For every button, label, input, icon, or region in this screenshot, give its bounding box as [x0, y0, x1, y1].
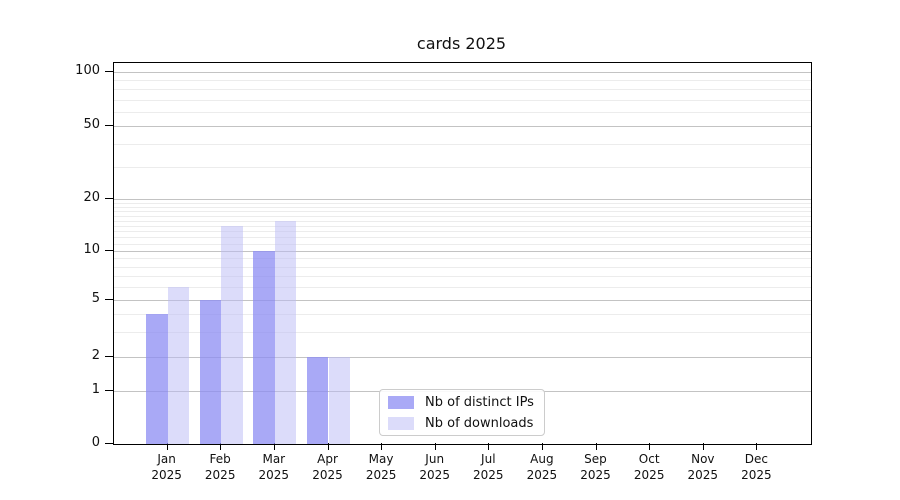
- gridline-minor: [114, 331, 811, 333]
- x-tick-mark: [488, 443, 490, 450]
- gridline-major: [114, 300, 811, 301]
- x-tick-mark: [649, 443, 651, 450]
- x-tick-mark: [273, 443, 275, 450]
- legend-item-downloads: Nb of downloads: [388, 416, 536, 431]
- bar-distinct-ips-mar: [253, 251, 275, 444]
- y-tick-mark: [105, 198, 113, 200]
- x-tick-label-jun: Jun 2025: [419, 452, 450, 482]
- gridline-minor: [114, 243, 811, 245]
- legend-item-distinct-ips: Nb of distinct IPs: [388, 395, 536, 410]
- gridline-minor: [114, 211, 811, 213]
- gridline-major: [114, 199, 811, 201]
- gridline-major: [114, 251, 811, 252]
- y-tick-mark: [105, 299, 113, 300]
- x-tick-label-mar: Mar 2025: [258, 452, 290, 482]
- y-tick-label: 1: [91, 382, 100, 398]
- gridline-minor: [114, 166, 811, 168]
- x-tick-mark: [381, 443, 383, 450]
- x-tick-label-aug: Aug 2025: [526, 452, 558, 482]
- x-tick-label-oct: Oct 2025: [633, 452, 665, 482]
- gridline-major: [114, 71, 811, 73]
- y-tick-mark: [105, 390, 113, 391]
- gridline-minor: [114, 215, 811, 217]
- x-tick-label-apr: Apr 2025: [312, 452, 343, 482]
- gridline-minor: [114, 111, 811, 113]
- bar-distinct-ips-apr: [307, 356, 329, 444]
- gridline-minor: [114, 313, 811, 315]
- y-tick-label: 50: [83, 117, 100, 133]
- x-tick-label-sep: Sep 2025: [580, 452, 611, 482]
- y-tick-label: 20: [83, 190, 100, 206]
- gridline-minor: [114, 276, 811, 278]
- x-tick-mark: [595, 443, 597, 450]
- gridline-minor: [114, 220, 811, 222]
- x-tick-label-jan: Jan 2025: [151, 452, 182, 482]
- bar-distinct-ips-feb: [199, 300, 222, 444]
- chart-title: cards 2025: [416, 34, 507, 53]
- gridline-minor: [114, 89, 811, 91]
- y-tick-mark: [105, 355, 113, 357]
- bar-downloads-feb: [221, 225, 243, 444]
- x-tick-mark: [434, 443, 436, 450]
- x-tick-label-dec: Dec 2025: [741, 452, 772, 482]
- y-tick-label: 10: [83, 242, 100, 258]
- gridline-minor: [114, 99, 811, 101]
- y-tick-mark: [105, 443, 113, 444]
- x-tick-mark: [220, 443, 222, 450]
- legend-swatch-downloads-icon: [388, 416, 414, 430]
- bar-downloads-jan: [167, 287, 189, 444]
- x-axis: Jan 2025 Feb 2025 Mar 2025 Apr 2025 May 2025 Jun 20…: [113, 443, 810, 499]
- gridline-minor: [114, 225, 811, 227]
- x-tick-label-nov: Nov 2025: [687, 452, 719, 482]
- gridline-minor: [114, 80, 811, 81]
- y-tick-mark: [105, 250, 113, 251]
- x-tick-mark: [327, 443, 329, 450]
- gridline-minor: [114, 207, 811, 209]
- plot-area: Nb of distinct IPs Nb of downloads: [113, 62, 812, 445]
- legend-swatch-distinct-ips-icon: [388, 395, 414, 409]
- y-tick-mark: [105, 70, 113, 72]
- x-tick-label-feb: Feb 2025: [204, 452, 236, 482]
- gridline-major: [114, 356, 811, 358]
- gridline-minor: [114, 143, 811, 145]
- legend-label-downloads: Nb of downloads: [425, 415, 534, 431]
- gridline-minor: [114, 266, 811, 268]
- gridline-minor: [114, 231, 811, 233]
- x-tick-mark: [756, 443, 758, 450]
- bar-downloads-apr: [328, 356, 350, 444]
- y-tick-mark: [105, 125, 113, 126]
- y-tick-label: 100: [75, 62, 100, 78]
- x-tick-label-may: May 2025: [365, 452, 397, 482]
- x-tick-mark: [541, 443, 543, 450]
- x-tick-label-jul: Jul 2025: [473, 452, 504, 482]
- y-tick-label: 5: [91, 291, 100, 307]
- legend-label-distinct-ips: Nb of distinct IPs: [425, 394, 534, 410]
- bar-distinct-ips-jan: [146, 313, 168, 444]
- legend: Nb of distinct IPs Nb of downloads: [379, 389, 545, 436]
- y-tick-label: 0: [91, 435, 100, 451]
- x-tick-mark: [166, 443, 168, 450]
- gridline-major: [114, 126, 811, 127]
- gridline-minor: [114, 203, 811, 205]
- gridline-minor: [114, 237, 811, 239]
- x-tick-mark: [702, 443, 704, 450]
- y-axis: 100 50 20 10 5 2 1 0: [0, 62, 113, 450]
- gridline-minor: [114, 258, 811, 260]
- y-tick-label: 2: [91, 347, 100, 363]
- bar-downloads-mar: [274, 220, 297, 444]
- gridline-minor: [114, 287, 811, 289]
